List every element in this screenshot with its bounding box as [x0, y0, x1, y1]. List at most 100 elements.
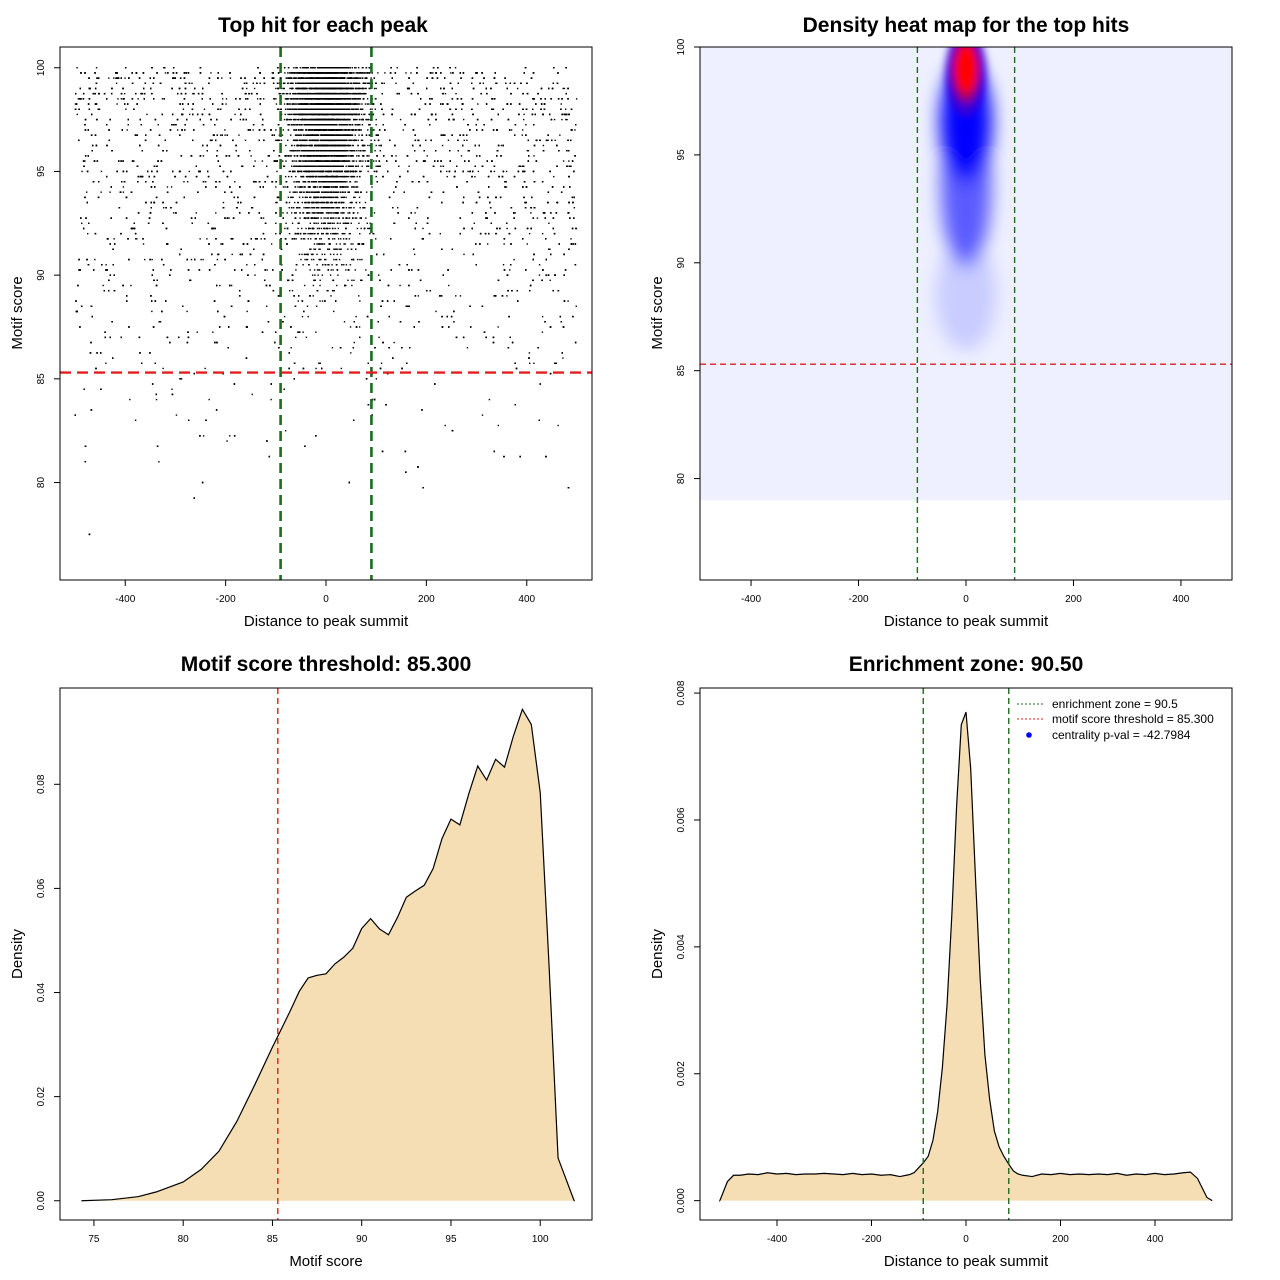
- scatter-point: [224, 134, 226, 136]
- scatter-point: [343, 321, 346, 323]
- scatter-point: [379, 149, 381, 152]
- scatter-point: [473, 222, 476, 224]
- scatter-point: [116, 103, 118, 105]
- scatter-point: [568, 160, 570, 162]
- scatter-point: [250, 155, 252, 157]
- scatter-point: [186, 310, 188, 313]
- scatter-point: [414, 212, 416, 214]
- scatter-point: [265, 305, 268, 307]
- scatter-point: [256, 98, 259, 100]
- scatter-point: [450, 72, 452, 74]
- scatter-point: [267, 155, 269, 157]
- scatter-point: [439, 232, 442, 235]
- scatter-point: [350, 352, 352, 354]
- scatter-point: [188, 170, 190, 173]
- scatter-point: [117, 98, 119, 100]
- scatter-point: [146, 113, 148, 116]
- scatter-point: [463, 253, 465, 256]
- scatter-point: [395, 155, 397, 157]
- scatter-point: [162, 367, 164, 370]
- scatter-point: [266, 165, 268, 167]
- scatter-point: [171, 388, 173, 390]
- scatter-point: [271, 72, 274, 74]
- scatter-point: [562, 87, 564, 90]
- scatter-point: [166, 186, 169, 188]
- scatter-point: [164, 72, 167, 74]
- scatter-point: [554, 139, 556, 142]
- scatter-point: [246, 310, 248, 313]
- scatter-point: [575, 98, 578, 100]
- scatter-point: [399, 118, 402, 121]
- scatter-point: [359, 300, 361, 302]
- scatter-point: [446, 170, 448, 173]
- scatter-point: [208, 398, 210, 401]
- scatter-point: [176, 129, 179, 131]
- scatter-point: [100, 191, 102, 193]
- scatter-point: [426, 155, 428, 157]
- scatter-point: [221, 77, 223, 79]
- scatter-point: [383, 82, 385, 84]
- scatter-point: [263, 98, 265, 100]
- scatter-point: [188, 113, 191, 116]
- scatter-point: [565, 108, 567, 110]
- scatter-point: [224, 129, 226, 131]
- scatter-point: [234, 181, 236, 183]
- scatter-point: [210, 72, 212, 74]
- scatter-point: [505, 186, 508, 188]
- scatter-point: [542, 144, 545, 147]
- scatter-point: [562, 357, 564, 359]
- scatter-point: [375, 378, 378, 380]
- scatter-point: [182, 108, 185, 110]
- scatter-point: [523, 113, 525, 116]
- scatter-point: [349, 232, 351, 235]
- scatter-point: [225, 98, 228, 100]
- scatter-point: [538, 274, 541, 276]
- scatter-point: [355, 217, 358, 219]
- scatter-point: [571, 129, 574, 131]
- scatter-point: [113, 238, 115, 240]
- scatter-title: Top hit for each peak: [218, 14, 428, 37]
- scatter-point: [95, 67, 98, 69]
- scatter-point: [384, 72, 386, 74]
- panel-scatter: Top hit for each peak -400 -200 0 200 400808…: [9, 14, 593, 630]
- scatter-point: [377, 72, 379, 74]
- scatter-point: [454, 67, 457, 69]
- scatter-point: [482, 82, 485, 84]
- scatter-point: [206, 238, 208, 240]
- scatter-point: [202, 435, 205, 437]
- scatter-point: [130, 284, 132, 287]
- scatter-point: [455, 295, 457, 297]
- scatter-point: [518, 165, 520, 167]
- scatter-point: [559, 134, 561, 136]
- scatter-point: [541, 331, 544, 333]
- scatter-point: [105, 264, 107, 266]
- scatter-point: [373, 87, 376, 90]
- scatter-point: [566, 118, 568, 121]
- scatter-point: [202, 155, 205, 157]
- scatter-point: [81, 170, 83, 173]
- scatter-point: [124, 77, 126, 79]
- scatter-point: [220, 243, 222, 245]
- scatter-point: [522, 118, 525, 121]
- scatter-point: [377, 274, 380, 276]
- scatter-point: [530, 212, 532, 214]
- scatter-point: [565, 118, 567, 121]
- scatter-point: [252, 129, 254, 131]
- scatter-point: [497, 326, 499, 328]
- scatter-point: [567, 212, 569, 214]
- scatter-point: [574, 129, 576, 131]
- scatter-point: [254, 274, 256, 276]
- scatter-point: [246, 87, 248, 90]
- scatter-point: [245, 92, 247, 95]
- scatter-point: [122, 186, 125, 188]
- scatter-point: [170, 186, 173, 188]
- scatter-point: [142, 243, 145, 245]
- scatter-point: [361, 165, 363, 167]
- scatter-point: [410, 72, 412, 74]
- scatter-point: [380, 362, 383, 364]
- scatter-point: [549, 279, 551, 282]
- scatter-point: [541, 232, 544, 235]
- scatter-point: [447, 103, 449, 105]
- scatter-point: [361, 258, 363, 261]
